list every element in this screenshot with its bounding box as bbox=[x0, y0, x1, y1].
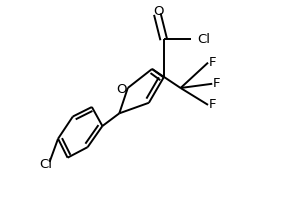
Text: O: O bbox=[116, 83, 127, 95]
Text: Cl: Cl bbox=[198, 33, 210, 46]
Text: F: F bbox=[213, 77, 221, 90]
Text: F: F bbox=[209, 98, 217, 111]
Text: O: O bbox=[153, 5, 164, 18]
Text: F: F bbox=[209, 56, 217, 69]
Text: Cl: Cl bbox=[39, 158, 52, 171]
